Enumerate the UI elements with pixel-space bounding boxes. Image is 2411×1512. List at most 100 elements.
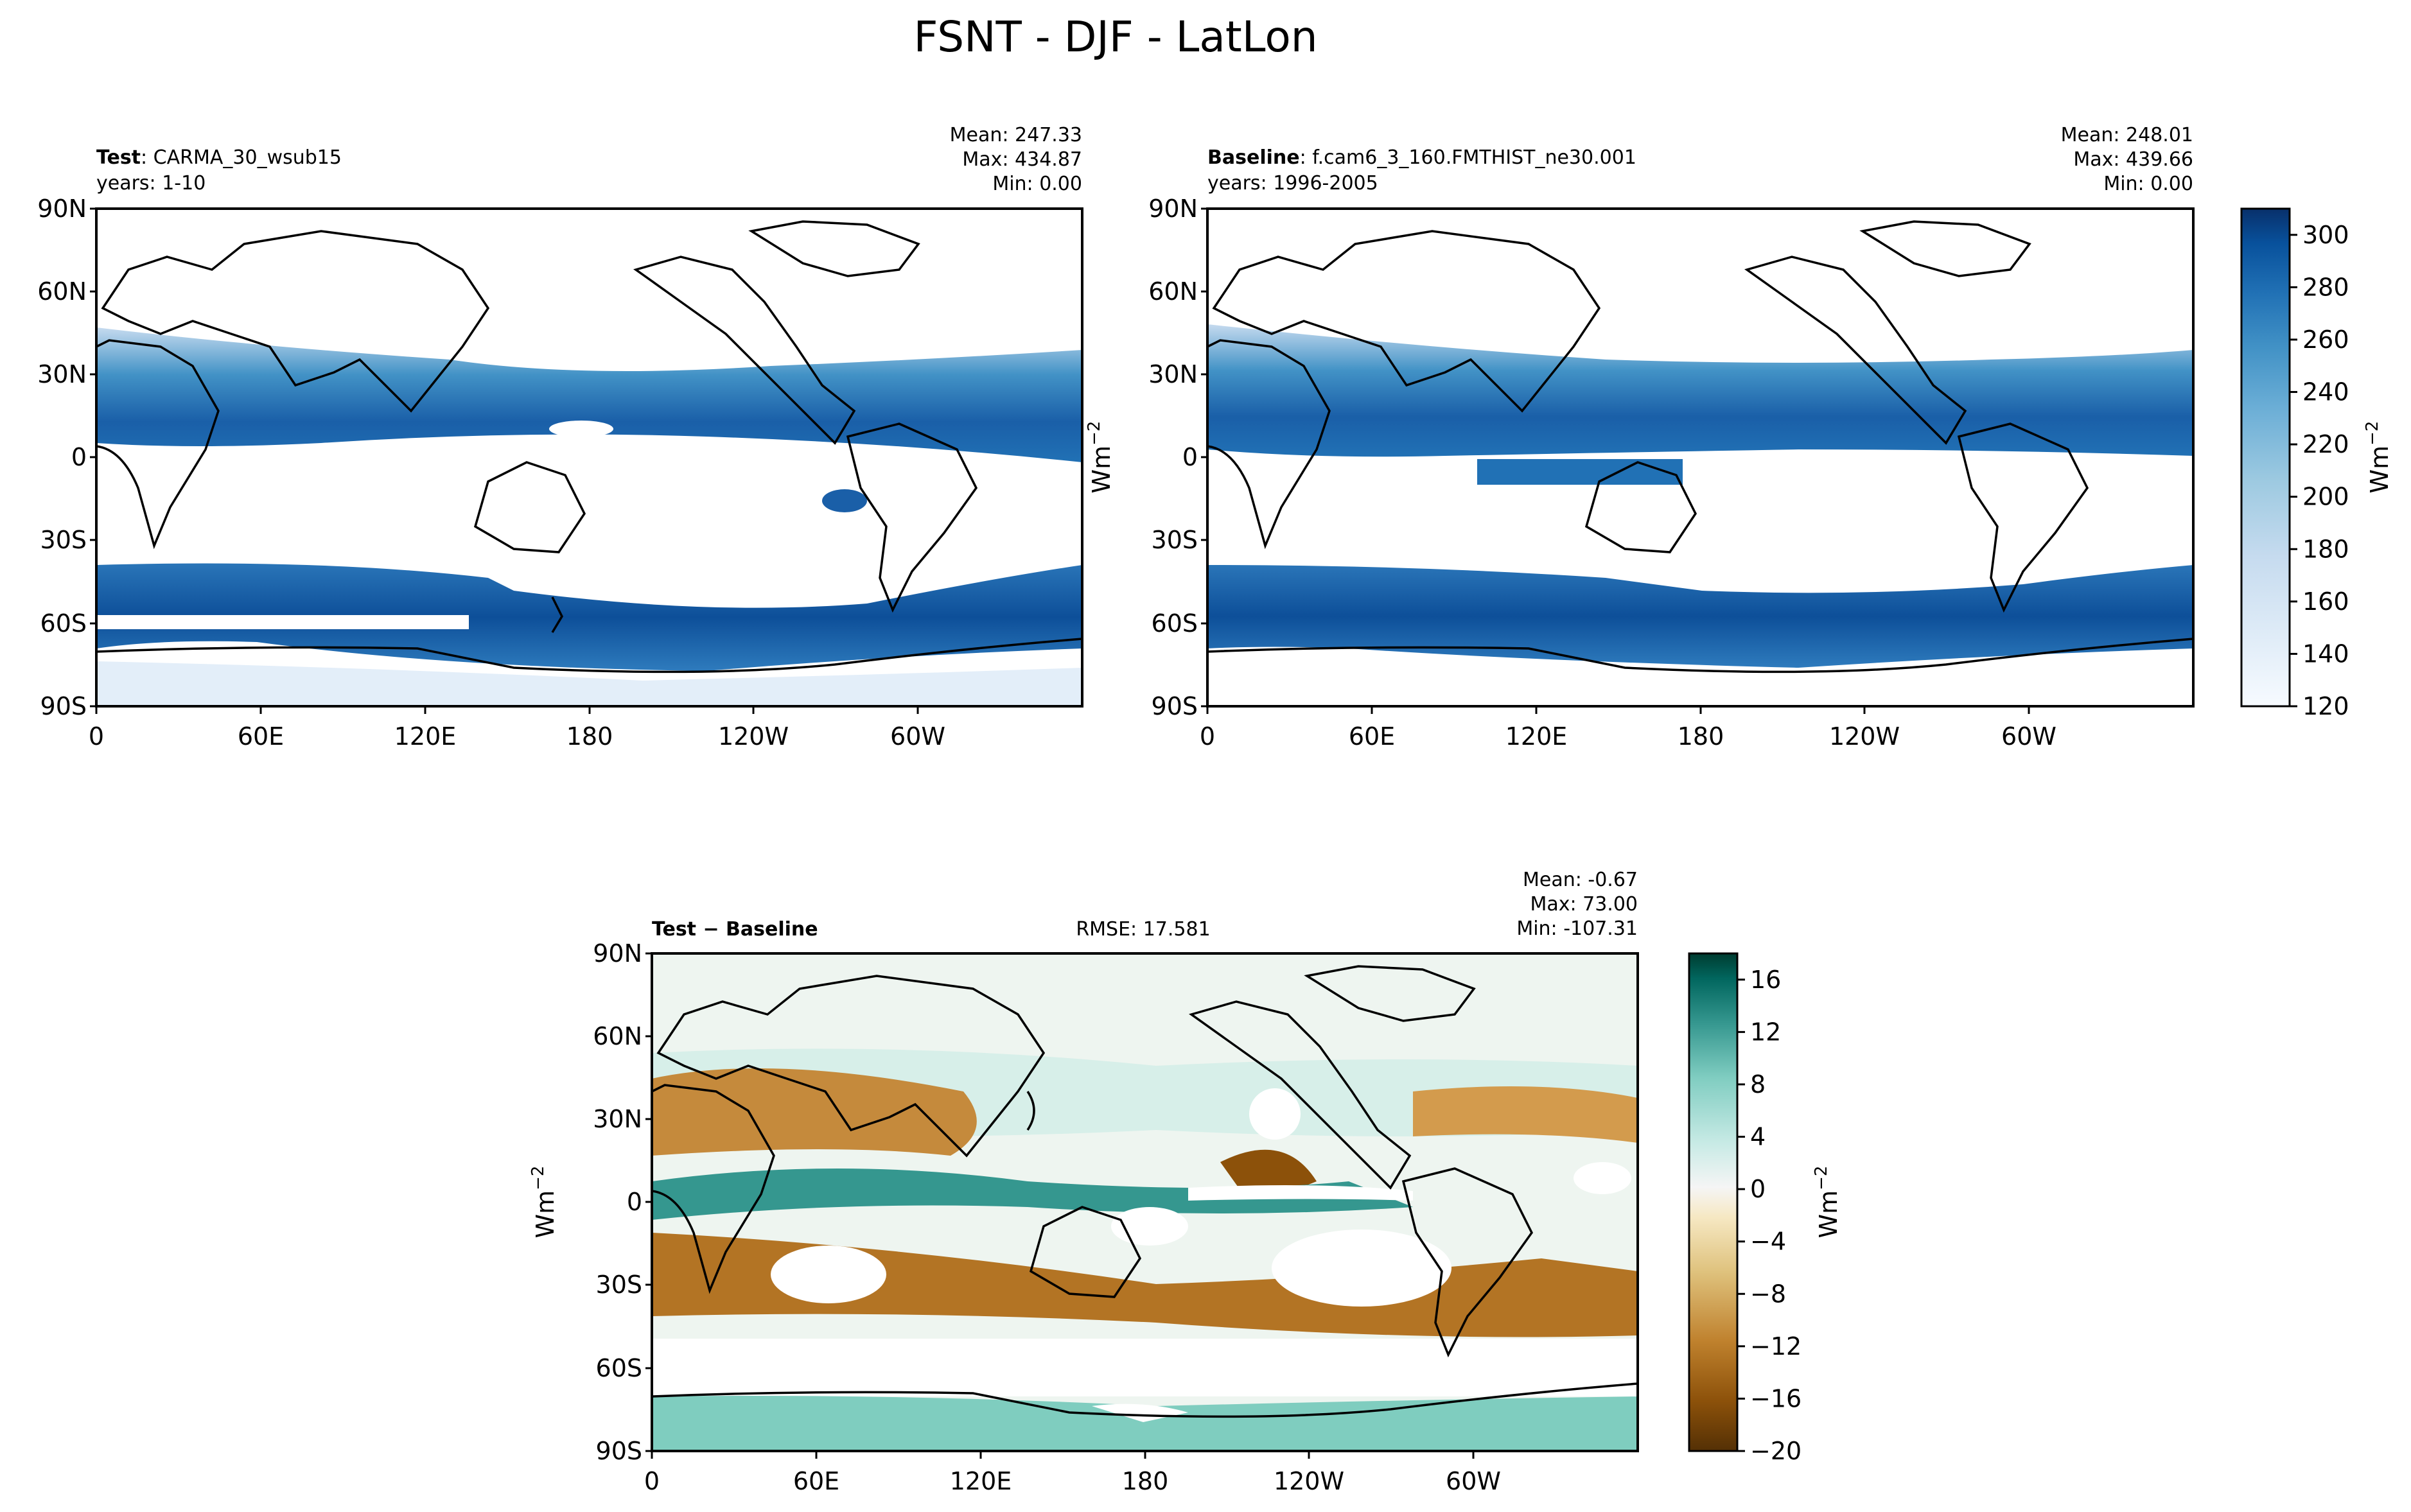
brbg-colorbar-tick-label: 0 bbox=[1750, 1175, 1766, 1203]
diff-stat-min: Min: -107.31 bbox=[1516, 917, 1638, 940]
figure-title: FSNT - DJF - LatLon bbox=[913, 12, 1317, 62]
baseline-ytick-30s: 30S bbox=[1152, 526, 1198, 554]
diff-xtick-60e: 60E bbox=[793, 1467, 839, 1495]
diff-map-field bbox=[652, 953, 1638, 1451]
diff-coastlines bbox=[652, 965, 1638, 1418]
diff-ytick-90s: 90S bbox=[596, 1437, 642, 1465]
test-panel-label: Test: CARMA_30_wsub15 bbox=[96, 146, 342, 169]
blues-colorbar-tick-label: 160 bbox=[2302, 587, 2349, 616]
baseline-stat-min: Min: 0.00 bbox=[2103, 173, 2193, 195]
test-label-case: : CARMA_30_wsub15 bbox=[141, 146, 342, 169]
test-xtick-180: 180 bbox=[566, 722, 613, 751]
diff-xtick-120w: 120W bbox=[1274, 1467, 1344, 1495]
diff-ytick-90n: 90N bbox=[593, 939, 642, 968]
baseline-xtick-120e: 120E bbox=[1505, 722, 1568, 751]
baseline-ytick-90n: 90N bbox=[1148, 195, 1198, 223]
blues-colorbar-tick-label: 280 bbox=[2302, 273, 2349, 301]
baseline-xtick-120w: 120W bbox=[1829, 722, 1900, 751]
brbg-colorbar-label: Wm−2 bbox=[1812, 1166, 1843, 1238]
test-ylabel: Wm−2 bbox=[1085, 421, 1116, 494]
baseline-years: years: 1996-2005 bbox=[1207, 172, 1378, 195]
blues-colorbar-tick-label: 120 bbox=[2302, 692, 2349, 720]
diff-rmse: RMSE: 17.581 bbox=[1076, 918, 1210, 941]
blues-colorbar-tick-label: 180 bbox=[2302, 535, 2349, 563]
baseline-ytick-90s: 90S bbox=[1152, 692, 1198, 720]
diff-xtick-120e: 120E bbox=[950, 1467, 1012, 1495]
test-xtick-60w: 60W bbox=[890, 722, 945, 751]
blues-colorbar-tick-label: 300 bbox=[2302, 221, 2349, 249]
diff-x-axis: 0 60E 120E 180 120W 60W bbox=[644, 1467, 1501, 1495]
blues-colorbar-tick-label: 220 bbox=[2302, 430, 2349, 458]
blues-colorbar-tick-label: 240 bbox=[2302, 378, 2349, 406]
baseline-stat-max: Max: 439.66 bbox=[2073, 148, 2193, 171]
baseline-ytick-60s: 60S bbox=[1152, 609, 1198, 638]
diff-xtick-180: 180 bbox=[1122, 1467, 1169, 1495]
test-years: years: 1-10 bbox=[96, 172, 206, 195]
blues-colorbar-tick-label: 200 bbox=[2302, 483, 2349, 511]
test-ytick-90n: 90N bbox=[37, 195, 87, 223]
brbg-colorbar-ticks: 16 12 8 4 0 −4 −8 −12 −16 −20 bbox=[1737, 966, 1802, 1465]
baseline-xtick-60w: 60W bbox=[2001, 722, 2056, 751]
test-xtick-0: 0 bbox=[89, 722, 104, 751]
baseline-label-case: : f.cam6_3_160.FMTHIST_ne30.001 bbox=[1300, 146, 1636, 169]
blues-colorbar-ticks: 120 140 160 180 200 220 240 260 280 300 bbox=[2290, 221, 2349, 720]
baseline-xtick-60e: 60E bbox=[1349, 722, 1395, 751]
test-ytick-60n: 60N bbox=[37, 277, 87, 306]
baseline-x-axis: 0 60E 120E 180 120W 60W bbox=[1200, 722, 2056, 751]
test-xtick-120w: 120W bbox=[718, 722, 789, 751]
baseline-panel-label: Baseline: f.cam6_3_160.FMTHIST_ne30.001 bbox=[1207, 146, 1636, 169]
diff-panel-label: Test − Baseline bbox=[652, 918, 818, 941]
baseline-label-bold: Baseline bbox=[1207, 146, 1300, 169]
diff-stat-mean: Mean: -0.67 bbox=[1523, 869, 1638, 891]
blues-colorbar-label: Wm−2 bbox=[2363, 421, 2394, 494]
test-ytick-60s: 60S bbox=[40, 609, 87, 638]
test-xtick-60e: 60E bbox=[238, 722, 284, 751]
blues-colorbar: 120 140 160 180 200 220 240 260 280 300 Wm−2 bbox=[2240, 207, 2394, 720]
baseline-ytick-60n: 60N bbox=[1148, 277, 1198, 306]
diff-xtick-0: 0 bbox=[644, 1467, 660, 1495]
brbg-colorbar-tick-label: −12 bbox=[1750, 1332, 1802, 1360]
baseline-stat-mean: Mean: 248.01 bbox=[2061, 124, 2193, 146]
test-ytick-30s: 30S bbox=[40, 526, 87, 554]
diff-ytick-60n: 60N bbox=[593, 1022, 642, 1050]
test-stat-min: Min: 0.00 bbox=[992, 173, 1082, 195]
diff-ytick-0: 0 bbox=[627, 1188, 642, 1216]
baseline-ytick-0: 0 bbox=[1182, 443, 1198, 471]
baseline-map-field bbox=[1207, 209, 2193, 706]
diff-ylabel: Wm−2 bbox=[529, 1166, 559, 1238]
test-y-axis: 90N 60N 30N 0 30S 60S 90S bbox=[37, 195, 87, 720]
baseline-xtick-0: 0 bbox=[1200, 722, 1215, 751]
diff-ytick-30s: 30S bbox=[596, 1271, 642, 1299]
brbg-colorbar-ramp bbox=[1688, 952, 1739, 1452]
test-ytick-90s: 90S bbox=[40, 692, 87, 720]
brbg-colorbar: 16 12 8 4 0 −4 −8 −12 −16 −20 Wm−2 bbox=[1688, 952, 1843, 1465]
brbg-colorbar-tick-label: −20 bbox=[1750, 1437, 1802, 1465]
blues-colorbar-tick-label: 140 bbox=[2302, 639, 2349, 668]
baseline-panel: Baseline: f.cam6_3_160.FMTHIST_ne30.001 … bbox=[1148, 124, 2195, 751]
test-coastlines bbox=[96, 220, 1082, 673]
brbg-colorbar-tick-label: 16 bbox=[1750, 966, 1781, 994]
blues-colorbar-ramp bbox=[2240, 207, 2291, 708]
brbg-colorbar-tick-label: −16 bbox=[1750, 1384, 1802, 1412]
test-x-axis: 0 60E 120E 180 120W 60W bbox=[89, 722, 945, 751]
baseline-coastlines bbox=[1207, 220, 2193, 673]
test-map-field bbox=[96, 209, 1082, 706]
test-xtick-120e: 120E bbox=[394, 722, 457, 751]
diff-xtick-60w: 60W bbox=[1446, 1467, 1501, 1495]
test-ytick-0: 0 bbox=[71, 443, 87, 471]
baseline-ytick-30n: 30N bbox=[1148, 360, 1198, 388]
brbg-colorbar-tick-label: −8 bbox=[1750, 1280, 1786, 1308]
baseline-xtick-180: 180 bbox=[1678, 722, 1724, 751]
diff-ytick-60s: 60S bbox=[596, 1354, 642, 1382]
brbg-colorbar-tick-label: −4 bbox=[1750, 1228, 1786, 1256]
brbg-colorbar-tick-label: 8 bbox=[1750, 1070, 1766, 1099]
test-ytick-30n: 30N bbox=[37, 360, 87, 388]
blues-colorbar-tick-label: 260 bbox=[2302, 326, 2349, 354]
baseline-y-axis: 90N 60N 30N 0 30S 60S 90S bbox=[1148, 195, 1198, 720]
diff-panel: Test − Baseline RMSE: 17.581 Mean: -0.67… bbox=[529, 869, 1639, 1495]
diff-ytick-30n: 30N bbox=[593, 1105, 642, 1133]
test-stat-max: Max: 434.87 bbox=[962, 148, 1082, 171]
test-stat-mean: Mean: 247.33 bbox=[950, 124, 1082, 146]
diff-stat-max: Max: 73.00 bbox=[1530, 893, 1638, 916]
